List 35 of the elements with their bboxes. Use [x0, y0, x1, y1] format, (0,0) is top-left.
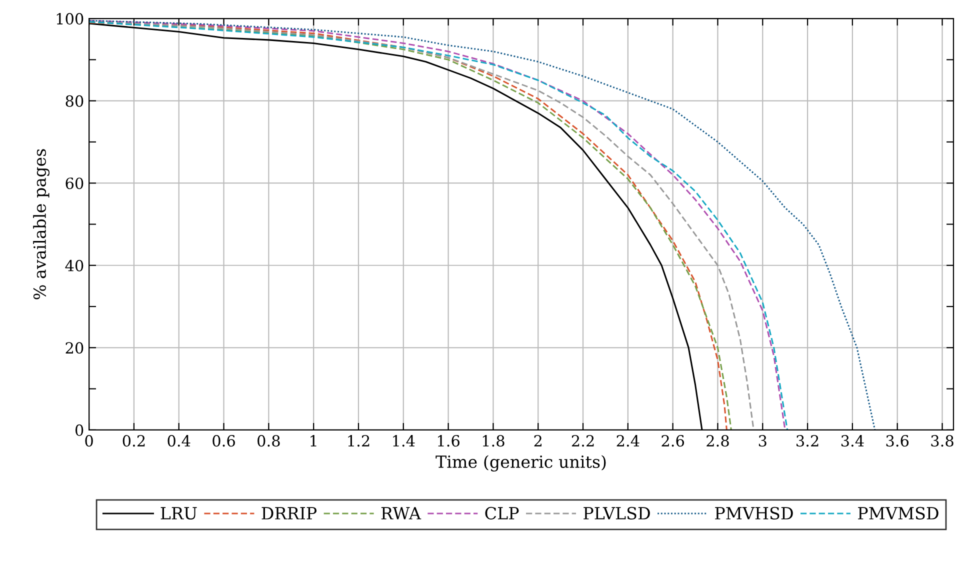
x-tick-label: 3.2 [796, 435, 818, 447]
x-tick-label: 1.6 [438, 435, 460, 447]
x-tick-label: 1.8 [482, 435, 504, 447]
x-tick-label: 2.2 [572, 435, 594, 447]
x-tick-label: 0.8 [258, 435, 280, 447]
legend-label: DRRIP [262, 507, 317, 520]
x-tick-label: 0.6 [212, 435, 235, 447]
y-tick-label: 0 [75, 424, 84, 436]
legend-label: CLP [485, 506, 519, 520]
x-tick-label: 2.6 [662, 435, 684, 447]
y-axis-title: % available pages [33, 149, 50, 300]
x-tick-label: 1.4 [393, 435, 415, 447]
x-tick-label: 0.2 [122, 435, 145, 447]
x-tick-label: 3.4 [841, 435, 864, 447]
x-axis-title: Time (generic units) [436, 455, 606, 472]
y-tick-label: 60 [66, 178, 84, 190]
x-tick-label: 0 [85, 435, 93, 447]
legend-label: PMVMSD [858, 506, 938, 520]
x-tick-label: 2.4 [616, 435, 640, 447]
y-tick-label: 100 [56, 13, 84, 25]
x-tick-label: 1.2 [348, 435, 370, 447]
y-tick-label: 20 [66, 342, 84, 354]
x-tick-label: 2.8 [706, 435, 729, 447]
x-tick-label: 1 [310, 435, 316, 446]
y-tick-label: 40 [65, 260, 84, 272]
legend-label: PLVLSD [584, 506, 650, 520]
legend-label: LRU [160, 507, 197, 520]
legend-label: RWA [381, 507, 422, 520]
x-tick-label: 2 [534, 435, 542, 446]
y-tick-label: 80 [66, 95, 84, 107]
x-tick-label: 3.6 [886, 435, 909, 447]
legend-label: PMVHSD [715, 506, 793, 520]
x-tick-label: 3.8 [931, 435, 954, 447]
x-tick-label: 3 [758, 435, 766, 447]
x-tick-label: 0.4 [168, 435, 190, 447]
